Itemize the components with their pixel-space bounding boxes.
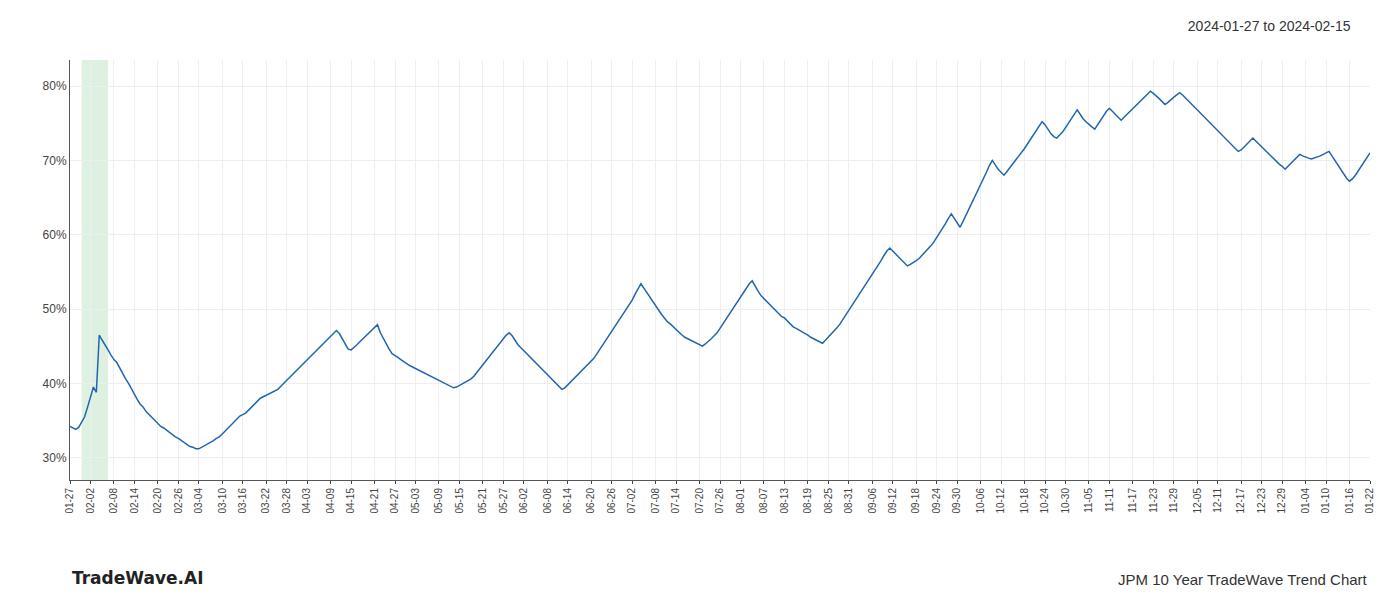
svg-text:07-26: 07-26 [714, 488, 725, 514]
svg-text:06-20: 06-20 [585, 488, 596, 514]
svg-text:10-06: 10-06 [975, 488, 986, 514]
svg-text:11-17: 11-17 [1127, 488, 1138, 513]
svg-text:04-09: 04-09 [325, 488, 336, 514]
svg-text:05-21: 05-21 [477, 488, 488, 514]
svg-text:03-10: 03-10 [217, 488, 228, 514]
svg-text:11-23: 11-23 [1148, 488, 1159, 513]
svg-text:09-12: 09-12 [887, 488, 898, 514]
svg-text:03-16: 03-16 [237, 488, 248, 514]
svg-text:02-26: 02-26 [173, 488, 184, 514]
svg-text:07-02: 07-02 [626, 488, 637, 514]
svg-text:02-20: 02-20 [152, 488, 163, 514]
svg-text:04-27: 04-27 [389, 488, 400, 514]
svg-text:03-22: 03-22 [260, 488, 271, 514]
svg-text:10-18: 10-18 [1019, 488, 1030, 514]
svg-text:08-01: 08-01 [735, 488, 746, 514]
svg-text:11-29: 11-29 [1168, 488, 1179, 513]
svg-text:TradeWave.AI: TradeWave.AI [72, 568, 203, 588]
svg-text:30%: 30% [43, 451, 67, 465]
svg-text:08-13: 08-13 [779, 488, 790, 514]
svg-text:10-30: 10-30 [1060, 488, 1071, 514]
svg-text:50%: 50% [43, 302, 67, 316]
svg-text:12-05: 12-05 [1192, 488, 1203, 514]
svg-text:08-31: 08-31 [843, 488, 854, 514]
svg-text:06-08: 06-08 [542, 488, 553, 514]
svg-text:12-23: 12-23 [1256, 488, 1267, 514]
svg-text:08-19: 08-19 [802, 488, 813, 514]
svg-text:02-14: 02-14 [129, 488, 140, 514]
svg-text:02-02: 02-02 [85, 488, 96, 514]
svg-text:11-05: 11-05 [1083, 488, 1094, 513]
svg-text:2024-01-27 to 2024-02-15: 2024-01-27 to 2024-02-15 [1188, 18, 1351, 34]
svg-text:07-20: 07-20 [694, 488, 705, 514]
svg-text:08-25: 08-25 [823, 488, 834, 514]
svg-text:01-16: 01-16 [1344, 488, 1355, 514]
svg-text:10-12: 10-12 [995, 488, 1006, 514]
svg-text:05-27: 05-27 [498, 488, 509, 514]
svg-text:12-11: 12-11 [1212, 488, 1223, 513]
svg-text:09-24: 09-24 [931, 488, 942, 514]
svg-text:09-18: 09-18 [910, 488, 921, 514]
svg-text:04-15: 04-15 [345, 488, 356, 514]
svg-text:01-04: 01-04 [1300, 488, 1311, 514]
svg-text:01-10: 01-10 [1320, 488, 1331, 514]
svg-text:05-15: 05-15 [454, 488, 465, 514]
svg-text:06-14: 06-14 [562, 488, 573, 514]
svg-text:JPM 10 Year TradeWave Trend Ch: JPM 10 Year TradeWave Trend Chart [1118, 571, 1368, 588]
svg-text:04-03: 04-03 [301, 488, 312, 514]
svg-text:12-17: 12-17 [1235, 488, 1246, 514]
svg-text:08-07: 08-07 [758, 488, 769, 514]
svg-text:02-08: 02-08 [108, 488, 119, 514]
svg-text:70%: 70% [43, 154, 67, 168]
svg-text:12-29: 12-29 [1276, 488, 1287, 514]
svg-text:07-14: 07-14 [670, 488, 681, 514]
svg-text:05-09: 05-09 [433, 488, 444, 514]
svg-text:01-22: 01-22 [1364, 488, 1375, 514]
svg-text:10-24: 10-24 [1039, 488, 1050, 514]
svg-text:80%: 80% [43, 79, 67, 93]
svg-text:09-06: 09-06 [867, 488, 878, 514]
svg-text:11-11: 11-11 [1104, 488, 1115, 513]
svg-text:09-30: 09-30 [951, 488, 962, 514]
svg-text:60%: 60% [43, 228, 67, 242]
svg-text:03-04: 03-04 [193, 488, 204, 514]
svg-text:01-27: 01-27 [64, 488, 75, 514]
svg-text:05-03: 05-03 [410, 488, 421, 514]
svg-text:07-08: 07-08 [650, 488, 661, 514]
svg-text:04-21: 04-21 [369, 488, 380, 514]
svg-text:03-28: 03-28 [281, 488, 292, 514]
svg-text:06-26: 06-26 [606, 488, 617, 514]
svg-text:40%: 40% [43, 377, 67, 391]
svg-text:06-02: 06-02 [518, 488, 529, 514]
